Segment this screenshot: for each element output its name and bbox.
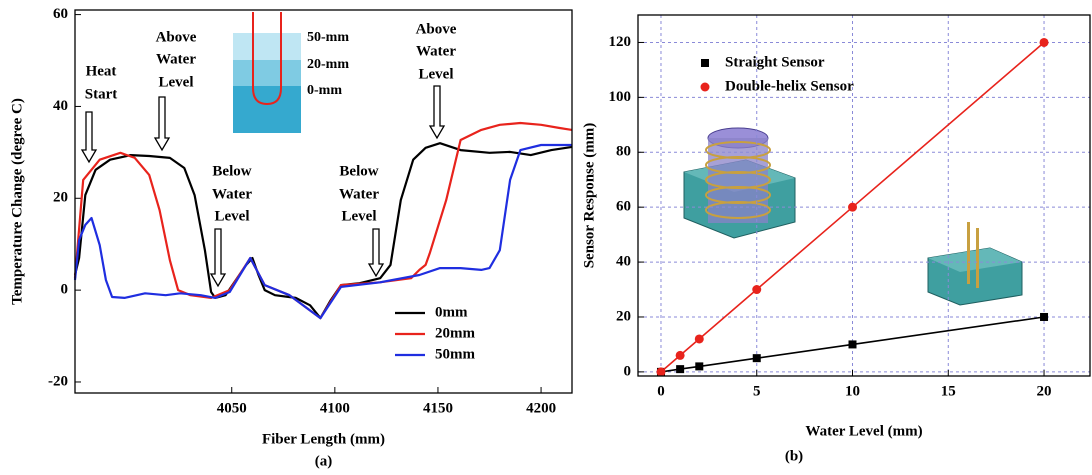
legend-marker	[700, 82, 710, 92]
sensor-tube	[252, 12, 282, 106]
marker	[848, 340, 857, 349]
legend-label: 50mm	[435, 346, 475, 362]
y-tick-label: 60	[53, 6, 68, 22]
legend-marker	[701, 59, 709, 67]
x-axis-label: Water Level (mm)	[805, 423, 922, 439]
y-tick-label: 80	[616, 144, 631, 160]
water-layer	[233, 60, 301, 86]
inset-label: 0-mm	[307, 83, 342, 98]
x-tick-label: 0	[657, 383, 665, 399]
x-tick-label: 4050	[217, 400, 247, 416]
water-layer	[233, 33, 301, 60]
annotation: Water	[156, 51, 196, 67]
marker	[1039, 37, 1049, 47]
y-tick-label: 40	[53, 98, 68, 114]
y-tick-label: 0	[624, 363, 632, 379]
annotation: Level	[419, 66, 454, 82]
marker	[694, 334, 704, 344]
annotation: Water	[339, 186, 379, 202]
rod	[967, 222, 970, 284]
plot-frame	[74, 9, 573, 394]
arrow	[367, 228, 385, 278]
x-tick-label: 4150	[423, 400, 453, 416]
y-tick-label: 60	[616, 199, 631, 215]
annotation: Level	[342, 208, 377, 224]
y-tick-label: 120	[609, 34, 632, 50]
plot-frame	[637, 14, 1091, 377]
x-tick-label: 20	[1037, 383, 1052, 399]
arrow	[209, 228, 227, 288]
caption: (a)	[315, 453, 333, 469]
inset-straight-sensor	[927, 222, 1023, 306]
y-tick-label: 100	[609, 89, 632, 105]
cylinder	[708, 138, 768, 223]
series-line	[73, 142, 573, 320]
x-tick-label: 4100	[320, 400, 350, 416]
marker	[676, 365, 685, 374]
annotation: Water	[416, 43, 456, 59]
y-tick-label: 20	[616, 308, 631, 324]
marker	[656, 367, 666, 377]
arrow	[428, 85, 446, 140]
x-tick-label: 10	[845, 383, 860, 399]
annotation: Start	[85, 86, 118, 102]
x-tick-label: 15	[941, 383, 956, 399]
series-line	[73, 143, 572, 320]
inset-label: 20-mm	[307, 57, 349, 72]
annotation: Below	[212, 163, 251, 179]
annotation: Below	[339, 163, 378, 179]
legend-label: 0mm	[435, 304, 468, 320]
inset-helix-sensor	[683, 127, 796, 239]
y-axis-label: Temperature Change (degree C)	[9, 98, 25, 305]
annotation: Above	[156, 29, 197, 45]
arrow	[80, 111, 98, 164]
annotation: Above	[416, 21, 457, 37]
annotation: Water	[212, 186, 252, 202]
y-tick-label: -20	[48, 373, 68, 389]
marker	[1040, 312, 1049, 321]
annotation: Heat	[86, 63, 117, 79]
marker	[675, 350, 685, 360]
y-tick-label: 20	[53, 190, 68, 206]
rod	[976, 228, 979, 288]
marker	[752, 354, 761, 363]
y-axis-label: Sensor Response (mm)	[581, 123, 597, 269]
annotation: Level	[159, 74, 194, 90]
helix	[705, 141, 771, 219]
annotation: Level	[215, 208, 250, 224]
y-tick-label: 40	[616, 254, 631, 270]
x-axis-label: Fiber Length (mm)	[262, 431, 385, 447]
x-tick-label: 4200	[526, 400, 556, 416]
y-tick-label: 0	[61, 282, 69, 298]
marker	[752, 285, 762, 295]
marker	[695, 362, 704, 371]
x-tick-label: 5	[753, 383, 761, 399]
inset-water-levels	[233, 12, 301, 133]
legend-label: Straight Sensor	[725, 54, 825, 70]
arrow	[153, 96, 171, 152]
legend-label: Double-helix Sensor	[725, 78, 854, 94]
marker	[848, 202, 858, 212]
legend-label: 20mm	[435, 325, 475, 341]
caption: (b)	[785, 448, 803, 464]
inset-label: 50-mm	[307, 30, 349, 45]
block-top	[928, 248, 1022, 272]
water-layer	[233, 86, 301, 133]
